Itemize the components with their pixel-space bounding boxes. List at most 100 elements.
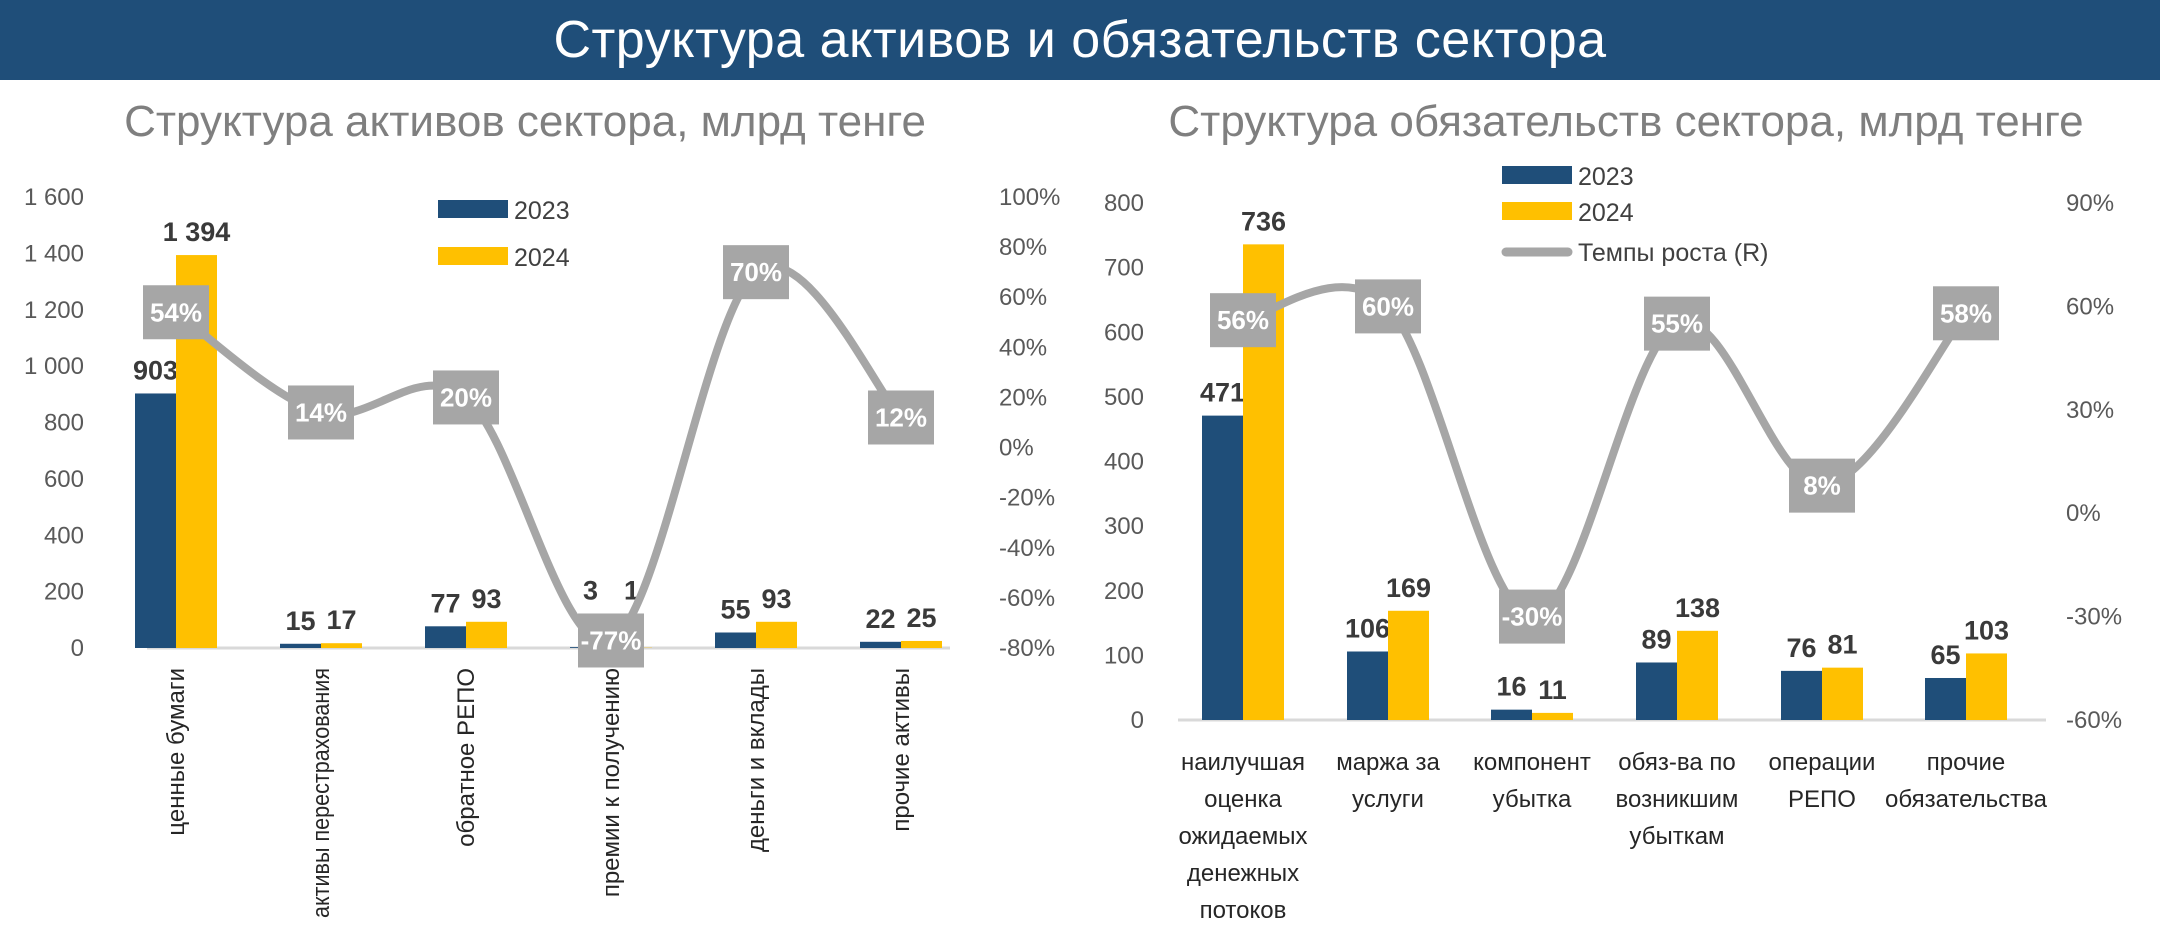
growth-label-box: [1644, 296, 1710, 351]
category-label: ожидаемых: [1179, 823, 1308, 850]
growth-label-box: [1210, 293, 1276, 348]
y2-tick-label: 20%: [999, 384, 1047, 411]
growth-rate-label: -30%: [1502, 602, 1563, 632]
bar-value-label: 3: [583, 575, 598, 605]
y-tick-label: 500: [1104, 384, 1144, 411]
y2-tick-label: -20%: [999, 485, 1055, 512]
y2-tick-label: 0%: [999, 435, 1034, 462]
y2-tick-label: 80%: [999, 234, 1047, 261]
y2-tick-label: 60%: [2066, 293, 2114, 320]
page-title: Структура активов и обязательств сектора: [553, 11, 1607, 69]
legend-label: 2023: [1578, 163, 1634, 191]
liabilities-chart: Структура обязательств сектора, млрд тен…: [1104, 97, 2122, 924]
bar-value-label: 77: [430, 588, 460, 618]
bar-value-label: 903: [133, 355, 178, 385]
growth-label-box: [578, 613, 644, 668]
bar-value-label: 25: [906, 603, 936, 633]
y-tick-label: 1 200: [24, 297, 84, 324]
growth-rate-line: [172, 262, 905, 646]
y-tick-label: 800: [44, 410, 84, 437]
legend-swatch-2023: [1502, 166, 1572, 184]
y2-tick-label: -60%: [999, 585, 1055, 612]
y2-tick-label: -40%: [999, 535, 1055, 562]
growth-rate-label: 55%: [1651, 309, 1703, 339]
growth-rate-label: -77%: [581, 625, 642, 655]
bar-value-label: 1: [624, 575, 639, 605]
bar-value-label: 16: [1496, 672, 1526, 702]
bar-value-label: 15: [285, 606, 315, 636]
legend-swatch-2024: [438, 247, 508, 265]
y-tick-label: 400: [1104, 449, 1144, 476]
category-label: компонент: [1473, 749, 1591, 776]
bar-2024: [756, 621, 797, 648]
category-label: наилучшая: [1181, 749, 1305, 776]
chart-title: Структура обязательств сектора, млрд тен…: [1168, 97, 2083, 146]
y-tick-label: 600: [44, 466, 84, 493]
legend-label: 2023: [514, 197, 570, 225]
legend-swatch-2023: [438, 200, 508, 218]
y2-tick-label: -80%: [999, 635, 1055, 662]
y-tick-label: 200: [44, 579, 84, 606]
y2-tick-label: 100%: [999, 184, 1060, 211]
growth-label-box: [433, 370, 499, 425]
category-label: РЕПО: [1788, 786, 1856, 813]
category-label: премии к получению: [598, 668, 625, 897]
growth-rate-label: 56%: [1217, 305, 1269, 335]
growth-label-box: [868, 390, 934, 445]
y-tick-label: 100: [1104, 642, 1144, 669]
assets-chart: Структура активов сектора, млрд тенге 1 6…: [24, 97, 1060, 918]
y-tick-label: 400: [44, 522, 84, 549]
bar-2024: [1388, 610, 1429, 720]
bar-value-label: 81: [1827, 630, 1857, 660]
y-tick-label: 1 400: [24, 240, 84, 267]
bar-2023: [135, 393, 176, 648]
growth-label-box: [1355, 279, 1421, 334]
legend-label: 2024: [1578, 199, 1634, 227]
growth-rate-label: 60%: [1362, 291, 1414, 321]
title-banner: Структура активов и обязательств сектора: [0, 0, 2160, 80]
bar-2023: [1925, 677, 1966, 720]
growth-rate-label: 54%: [150, 297, 202, 327]
category-label: операции: [1769, 749, 1876, 776]
bar-2024: [321, 643, 362, 648]
category-label: ценные бумаги: [163, 668, 190, 836]
category-label: маржа за: [1336, 749, 1440, 776]
bar-2024: [1677, 630, 1718, 720]
bar-value-label: 169: [1386, 573, 1431, 603]
bar-value-label: 93: [761, 584, 791, 614]
bar-value-label: 17: [326, 605, 356, 635]
y-tick-label: 200: [1104, 578, 1144, 605]
bar-2024: [901, 640, 942, 648]
growth-label-box: [288, 385, 354, 440]
growth-label-box: [1933, 286, 1999, 341]
growth-rate-label: 12%: [875, 402, 927, 432]
y2-tick-label: 30%: [2066, 397, 2114, 424]
y2-tick-label: 40%: [999, 334, 1047, 361]
category-label: услуги: [1352, 786, 1424, 813]
bar-2024: [1822, 667, 1863, 720]
category-label: обяз-ва по: [1618, 749, 1735, 776]
growth-label-box: [1789, 458, 1855, 513]
y-tick-label: 1 000: [24, 353, 84, 380]
y2-tick-label: 0%: [2066, 500, 2101, 527]
y-tick-label: 800: [1104, 190, 1144, 217]
legend-swatch-2024: [1502, 202, 1572, 220]
growth-label-box: [143, 285, 209, 340]
bar-value-label: 65: [1930, 640, 1960, 670]
bar-2024: [466, 621, 507, 648]
category-label: денежных: [1187, 860, 1299, 887]
growth-rate-line: [1239, 283, 1970, 621]
bar-2024: [1966, 653, 2007, 720]
growth-rate-label: 58%: [1940, 298, 1992, 328]
bar-2023: [1347, 651, 1388, 720]
growth-rate-label: 20%: [440, 382, 492, 412]
bar-2023: [1491, 709, 1532, 720]
growth-rate-label: 8%: [1803, 471, 1841, 501]
category-label: обратное РЕПО: [453, 668, 480, 847]
y2-tick-label: -60%: [2066, 707, 2122, 734]
bar-value-label: 471: [1200, 378, 1245, 408]
bar-value-label: 103: [1964, 615, 2009, 645]
y-tick-label: 300: [1104, 513, 1144, 540]
category-label: потоков: [1200, 897, 1287, 924]
